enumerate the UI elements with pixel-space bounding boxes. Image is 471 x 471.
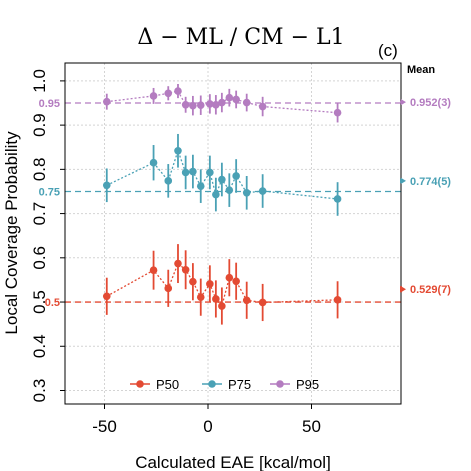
grid <box>65 63 401 404</box>
y-tick-label: 0.7 <box>30 202 49 226</box>
data-point <box>164 177 173 185</box>
y-tick-label: 0.5 <box>30 290 49 314</box>
data-point <box>225 273 234 282</box>
data-point <box>149 266 158 274</box>
data-point <box>149 92 158 100</box>
y-tick-label: 0.4 <box>30 334 49 358</box>
data-point <box>196 182 205 190</box>
legend-label: P75 <box>228 377 251 392</box>
data-point <box>174 259 182 268</box>
legend-marker <box>276 380 284 388</box>
data-point <box>189 101 197 110</box>
x-tick-label: 50 <box>302 417 321 436</box>
data-point <box>218 98 226 107</box>
y-tick-label: 0.9 <box>30 113 49 137</box>
mean-marker <box>401 177 406 184</box>
data-point <box>258 298 267 307</box>
y-axis: 0.3 0.4 0.5 0.6 0.7 0.8 0.9 1.0 <box>30 69 65 402</box>
plot-frame <box>64 62 402 405</box>
data-point <box>333 195 342 203</box>
mean-labels: 0.529(7) 0.774(5) 0.952(3) <box>400 97 451 296</box>
target-lines: 0.5 0.75 0.95 <box>39 98 401 309</box>
data-point <box>102 97 111 106</box>
data-point <box>212 100 220 109</box>
series-line <box>106 148 338 200</box>
data-point <box>258 187 267 195</box>
data-point <box>189 167 197 176</box>
data-point <box>232 277 240 286</box>
data-point <box>206 168 214 177</box>
data-point <box>206 100 214 108</box>
data-point <box>212 190 220 199</box>
data-point <box>212 295 220 303</box>
data-point <box>333 296 342 304</box>
data-point <box>196 293 205 301</box>
y-tick-label: 0.8 <box>30 158 49 182</box>
mean-header: Mean <box>407 64 435 76</box>
series-layer <box>102 83 342 325</box>
data-point <box>232 172 240 180</box>
y-tick-label: 1.0 <box>30 69 49 93</box>
y-tick-label: 0.6 <box>30 246 49 270</box>
data-point <box>102 292 111 301</box>
x-tick-label: 0 <box>203 417 212 436</box>
mean-label: 0.529(7) <box>410 284 451 296</box>
target-label: 0.75 <box>39 186 60 198</box>
data-point <box>242 188 251 197</box>
data-point <box>189 277 197 286</box>
mean-marker <box>401 286 406 293</box>
data-point <box>181 100 190 109</box>
target-label: 0.95 <box>39 98 60 110</box>
data-point <box>218 302 226 310</box>
data-point <box>181 168 190 177</box>
mean-marker <box>401 99 406 106</box>
data-point <box>218 175 226 184</box>
data-point <box>181 265 190 274</box>
data-point <box>174 146 182 155</box>
data-point <box>232 95 240 104</box>
y-axis-label: Local Coverage Probability <box>2 131 21 335</box>
data-point <box>206 280 214 288</box>
data-point <box>225 186 234 194</box>
data-point <box>242 296 251 305</box>
chart-title: Δ − ML / CM − L1 <box>137 25 344 50</box>
panel-label: (c) <box>378 41 398 60</box>
legend-marker <box>208 380 216 388</box>
data-point <box>164 284 173 293</box>
y-tick-label: 0.3 <box>30 379 49 403</box>
legend-marker <box>136 380 144 388</box>
data-point <box>174 87 182 95</box>
x-axis-label: Calculated EAE [kcal/mol] <box>135 453 331 471</box>
data-point <box>225 93 234 102</box>
x-axis: -50 0 50 <box>92 404 321 436</box>
data-point <box>164 89 173 98</box>
mean-label: 0.952(3) <box>410 97 451 109</box>
x-tick-label: -50 <box>92 417 117 436</box>
legend-label: P50 <box>156 377 179 392</box>
mean-label: 0.774(5) <box>410 176 451 188</box>
data-point <box>102 181 111 190</box>
data-point <box>196 101 205 110</box>
legend: P50 P75 P95 <box>130 377 319 392</box>
data-point <box>333 108 342 117</box>
data-point <box>258 102 267 111</box>
data-point <box>149 158 158 167</box>
legend-label: P95 <box>296 377 319 392</box>
target-label: 0.5 <box>45 297 60 309</box>
data-point <box>242 98 251 107</box>
